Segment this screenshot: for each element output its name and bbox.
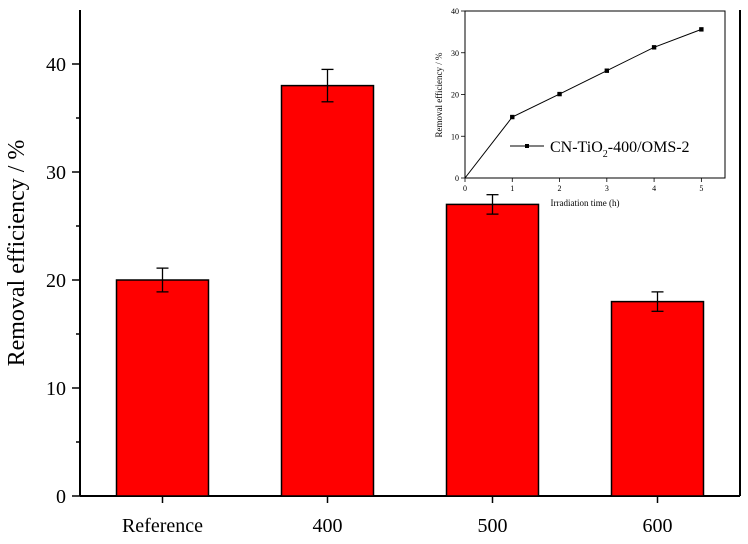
bar <box>280 84 375 497</box>
inset-x-tick-label: 4 <box>652 184 656 193</box>
inset-x-tick-label: 3 <box>605 184 609 193</box>
inset-plot-area: 0 10 20 30 40 0 1 2 3 4 5 Irradiation time (h) Rem… <box>434 7 726 208</box>
inset-data-point <box>651 45 657 50</box>
inset-y-tick-label: 30 <box>451 49 459 58</box>
inset-ticks: 0 10 20 30 40 0 1 2 3 4 5 <box>451 7 703 193</box>
legend-label-main: CN-TiO <box>550 139 603 156</box>
main-y-tick-label: 10 <box>46 378 66 400</box>
main-x-tick-label: Reference <box>122 515 203 537</box>
inset-data-point <box>604 68 610 73</box>
inset-y-tick-label: 0 <box>455 174 459 183</box>
bar <box>115 279 210 497</box>
inset-markers <box>510 27 704 120</box>
main-x-tick-label: 600 <box>643 515 673 537</box>
inset-legend: CN-TiO2-400/OMS-2 <box>510 139 690 160</box>
inset-y-tick-label: 40 <box>451 7 459 16</box>
inset-y-tick-label: 20 <box>451 91 459 100</box>
inset-series-line <box>464 28 702 179</box>
main-y-tick-label: 20 <box>46 270 66 292</box>
inset-y-tick-label: 10 <box>451 132 459 141</box>
legend-marker <box>525 144 529 148</box>
legend-label-subscript: 2 <box>603 149 608 160</box>
inset-x-tick-label: 0 <box>463 184 467 193</box>
main-x-tick-label: 400 <box>313 515 343 537</box>
inset-x-axis-label: Irradiation time (h) <box>551 198 620 208</box>
inset-data-point <box>699 27 704 32</box>
legend-label-tail: -400/OMS-2 <box>608 139 690 156</box>
main-y-tick-label: 40 <box>46 54 66 76</box>
bar <box>610 300 705 497</box>
main-y-tick-label: 0 <box>56 486 66 508</box>
inset-y-axis-label: Removal efficiency / % <box>434 52 444 138</box>
main-bars <box>115 68 705 497</box>
inset-x-tick-label: 5 <box>699 184 703 193</box>
inset-data-point <box>557 91 562 97</box>
inset-x-tick-label: 1 <box>510 184 514 193</box>
inset-x-tick-label: 2 <box>558 184 562 193</box>
main-y-axis-label: Removal efficiency / % <box>4 140 30 367</box>
inset-data-point <box>510 114 515 120</box>
bar <box>445 203 540 497</box>
main-y-tick-label: 30 <box>46 162 66 184</box>
main-x-tick-label: 500 <box>478 515 508 537</box>
legend-label: CN-TiO2-400/OMS-2 <box>550 139 690 160</box>
